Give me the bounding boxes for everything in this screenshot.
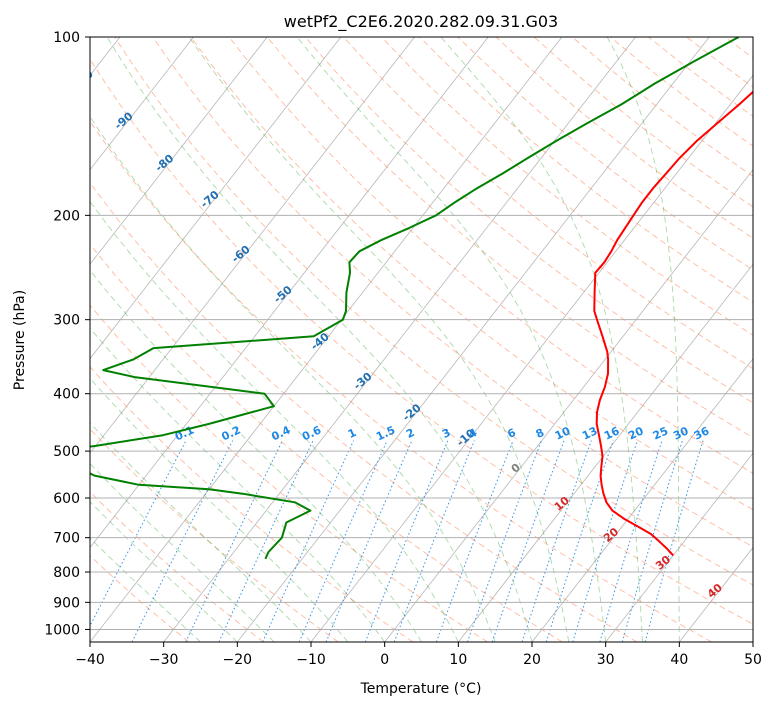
isotherm-line (531, 358, 753, 642)
y-tick-label: 700 (53, 531, 80, 547)
y-tick-label: 300 (53, 313, 80, 329)
isotherm-line (163, 37, 636, 642)
mixing-ratio-line (298, 440, 388, 642)
y-tick-label: 1000 (44, 622, 80, 638)
isotherm-line (90, 37, 342, 360)
dry-adiabat-line (90, 58, 753, 625)
moist-adiabat-line (90, 463, 275, 642)
moist-adiabat-line (90, 501, 238, 642)
mixing-ratio-line (644, 440, 704, 642)
x-axis-title: Temperature (°C) (360, 681, 482, 697)
x-tick-label: 10 (449, 652, 467, 668)
dry-adiabat-line (190, 37, 753, 511)
isotherm-line (90, 37, 415, 454)
mixing-ratio-label: 25 (651, 424, 670, 442)
moist-adiabat-line (90, 537, 201, 642)
dry-adiabat-line (90, 366, 414, 642)
y-tick-label: 500 (53, 444, 80, 460)
moist-adiabat-line (440, 37, 643, 642)
background-lines (90, 37, 753, 642)
moist-adiabat-line (90, 422, 312, 642)
x-tick-label: 40 (670, 652, 688, 668)
pressure-grid (90, 37, 753, 630)
mixing-ratio-label: 36 (692, 424, 712, 442)
y-tick-label: 800 (53, 565, 80, 581)
isotherm-line (384, 169, 753, 642)
x-tick-label: 50 (744, 652, 762, 668)
moist-adiabat-line (606, 37, 680, 642)
dry-adiabat-line (90, 120, 712, 642)
y-axis-title: Pressure (hPa) (12, 290, 28, 390)
y-tick-label: 900 (53, 595, 80, 611)
mixing-ratio-line (572, 440, 638, 642)
isotherm-line (90, 37, 268, 265)
x-tick-label: 30 (597, 652, 615, 668)
moist-adiabat-line (106, 37, 533, 642)
mixing-ratio-label: 20 (626, 424, 646, 442)
isotherm-line (90, 37, 563, 642)
mixing-ratio-line (621, 440, 683, 642)
profiles (90, 37, 753, 560)
mixing-ratio-line (325, 440, 413, 642)
moist-adiabat-line (90, 115, 496, 642)
mixing-ratio-label: 16 (602, 424, 622, 442)
x-tick-label: −10 (296, 652, 326, 668)
y-axis: 100 200 300 400 500 600 700 800 900 1000 (44, 30, 90, 638)
isotherm-line (605, 452, 753, 642)
mixing-ratio-label: 13 (580, 424, 599, 442)
dry-adiabat-line (90, 304, 488, 642)
dry-adiabat-line (419, 37, 753, 303)
x-tick-label: −40 (75, 652, 105, 668)
moist-adiabat-line (90, 327, 386, 642)
dry-adiabat-line (90, 428, 339, 642)
temperature-profile-line (593, 90, 753, 557)
y-tick-label: 200 (53, 208, 80, 224)
x-axis: −40 −30 −20 −10 0 10 20 30 40 50 (75, 642, 762, 668)
dry-adiabat-line (152, 37, 753, 548)
mixing-ratio-line (491, 440, 565, 642)
dry-adiabat-line (90, 555, 190, 642)
mixing-ratio-line (599, 440, 663, 642)
mixing-ratio-line (131, 440, 234, 642)
moist-adiabat-line (90, 200, 459, 642)
mixing-ratio-label: 30 (671, 424, 691, 442)
isotherm-line (90, 37, 489, 549)
dry-adiabat-line (228, 37, 753, 474)
y-tick-label: 600 (53, 491, 80, 507)
isotherm-line (310, 74, 753, 642)
plot-frame (89, 36, 754, 643)
mixing-ratio-label: 10 (553, 424, 573, 442)
dry-adiabat-line (90, 182, 638, 642)
isotherm-line (237, 37, 710, 642)
x-tick-label: −20 (223, 652, 253, 668)
dry-adiabat-line (381, 37, 753, 336)
moist-adiabat-line (188, 37, 570, 642)
x-tick-label: −30 (149, 652, 179, 668)
mixing-ratio-line (262, 440, 355, 642)
dry-adiabat-line (114, 37, 753, 586)
mixing-ratio-line (467, 440, 542, 642)
chart-title: wetPf2_C2E6.2020.282.09.31.G03 (284, 12, 558, 32)
x-tick-label: 0 (380, 652, 389, 668)
dry-adiabat-line (90, 243, 563, 642)
dewpoint-profile-line (90, 37, 740, 560)
isotherm-line (90, 37, 194, 171)
y-tick-label: 100 (53, 30, 80, 46)
moist-adiabat-line (296, 37, 607, 642)
y-tick-label: 400 (53, 387, 80, 403)
x-tick-label: 20 (523, 652, 541, 668)
isotherm-line (458, 263, 753, 642)
moist-adiabat-line (90, 269, 422, 642)
